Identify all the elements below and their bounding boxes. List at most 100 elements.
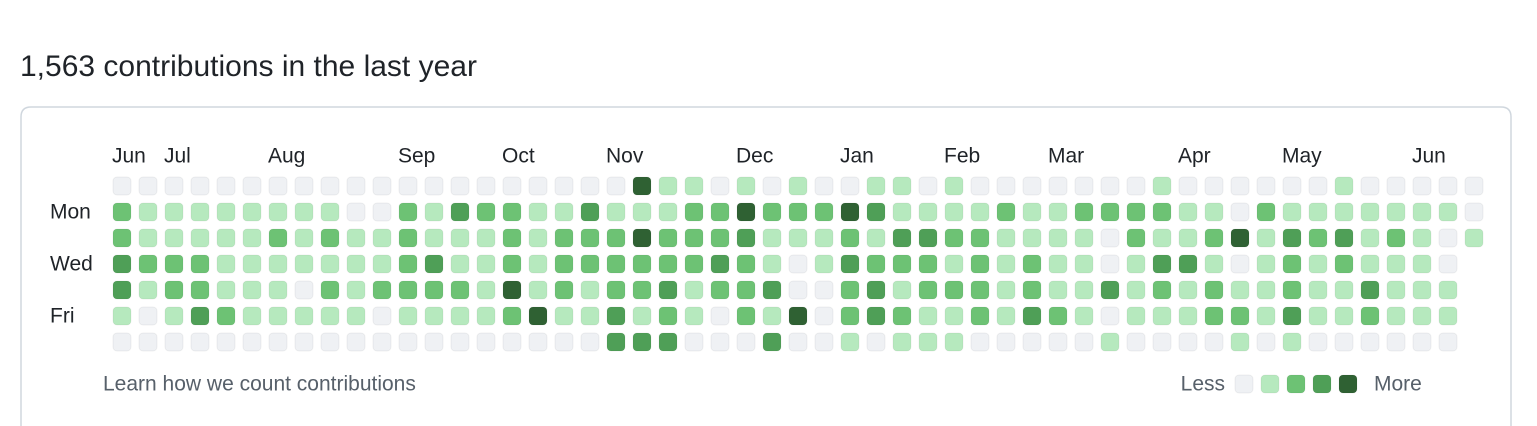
day-cell (242, 280, 262, 300)
day-cell (892, 202, 912, 222)
day-cell (268, 306, 288, 326)
day-cell (1048, 306, 1068, 326)
day-cell (1152, 254, 1172, 274)
day-cell (476, 306, 496, 326)
day-cell (970, 254, 990, 274)
day-cell (1100, 202, 1120, 222)
day-cell (866, 306, 886, 326)
day-cell (1126, 254, 1146, 274)
day-cell (1204, 254, 1224, 274)
day-cell (1282, 176, 1302, 196)
day-cell (1204, 280, 1224, 300)
day-cell (814, 332, 834, 352)
day-cell (1100, 228, 1120, 248)
day-cell (1308, 254, 1328, 274)
day-cell (294, 228, 314, 248)
day-cell (606, 176, 626, 196)
day-cell (684, 332, 704, 352)
day-cell (294, 202, 314, 222)
day-cell (762, 254, 782, 274)
day-cell (216, 176, 236, 196)
day-cell (840, 254, 860, 274)
day-cell (372, 306, 392, 326)
day-cell (112, 254, 132, 274)
day-cell (840, 280, 860, 300)
day-cell (892, 280, 912, 300)
day-cell (138, 202, 158, 222)
day-cell (684, 202, 704, 222)
day-cell (658, 254, 678, 274)
day-cell (762, 176, 782, 196)
day-cell (268, 228, 288, 248)
day-cell (632, 202, 652, 222)
day-cell (944, 202, 964, 222)
day-cell (814, 306, 834, 326)
day-cell (1178, 202, 1198, 222)
day-cell (1256, 280, 1276, 300)
day-cell (554, 280, 574, 300)
day-cell (1334, 306, 1354, 326)
legend-less: Less (1181, 373, 1225, 396)
title: 1,563 contributions in the last year (20, 50, 477, 83)
day-cell (1100, 254, 1120, 274)
day-cell (268, 176, 288, 196)
day-cell (1282, 306, 1302, 326)
day-cell (476, 332, 496, 352)
day-cell (1334, 176, 1354, 196)
day-cell (1126, 332, 1146, 352)
day-cell (1048, 332, 1068, 352)
day-cell (268, 254, 288, 274)
day-cell (996, 280, 1016, 300)
day-cell (502, 332, 522, 352)
day-cell (424, 280, 444, 300)
month-label: Apr (1178, 145, 1211, 168)
day-cell (424, 228, 444, 248)
day-cell (476, 228, 496, 248)
day-cell (970, 306, 990, 326)
day-cell (944, 332, 964, 352)
day-cell (112, 332, 132, 352)
day-cell (554, 228, 574, 248)
day-cell (1074, 228, 1094, 248)
day-cell (190, 176, 210, 196)
day-cell (866, 254, 886, 274)
learn-link[interactable]: Learn how we count contributions (103, 373, 416, 396)
day-cell (112, 176, 132, 196)
day-cell (138, 280, 158, 300)
day-cell (216, 254, 236, 274)
day-cell (970, 280, 990, 300)
day-cell (658, 306, 678, 326)
day-cell (1438, 228, 1458, 248)
day-cell (1360, 176, 1380, 196)
day-cell (1386, 332, 1406, 352)
day-cell (632, 280, 652, 300)
day-cell (632, 254, 652, 274)
month-label: Dec (736, 145, 773, 168)
day-cell (112, 306, 132, 326)
day-cell (242, 254, 262, 274)
day-cell (1100, 176, 1120, 196)
day-cell (450, 228, 470, 248)
day-cell (554, 202, 574, 222)
day-cell (294, 254, 314, 274)
day-cell (1178, 280, 1198, 300)
day-cell (398, 332, 418, 352)
day-cell (1360, 202, 1380, 222)
day-cell (1074, 280, 1094, 300)
day-cell (1152, 202, 1172, 222)
legend-swatch (1234, 374, 1254, 394)
day-cell (788, 254, 808, 274)
day-cell (476, 254, 496, 274)
day-cell (1178, 176, 1198, 196)
day-cell (1308, 176, 1328, 196)
day-cell (424, 202, 444, 222)
day-cell (346, 254, 366, 274)
day-cell (1282, 202, 1302, 222)
day-cell (1256, 176, 1276, 196)
day-cell (476, 202, 496, 222)
month-label: Nov (606, 145, 644, 168)
day-cell (736, 202, 756, 222)
day-cell (554, 254, 574, 274)
day-cell (1386, 176, 1406, 196)
